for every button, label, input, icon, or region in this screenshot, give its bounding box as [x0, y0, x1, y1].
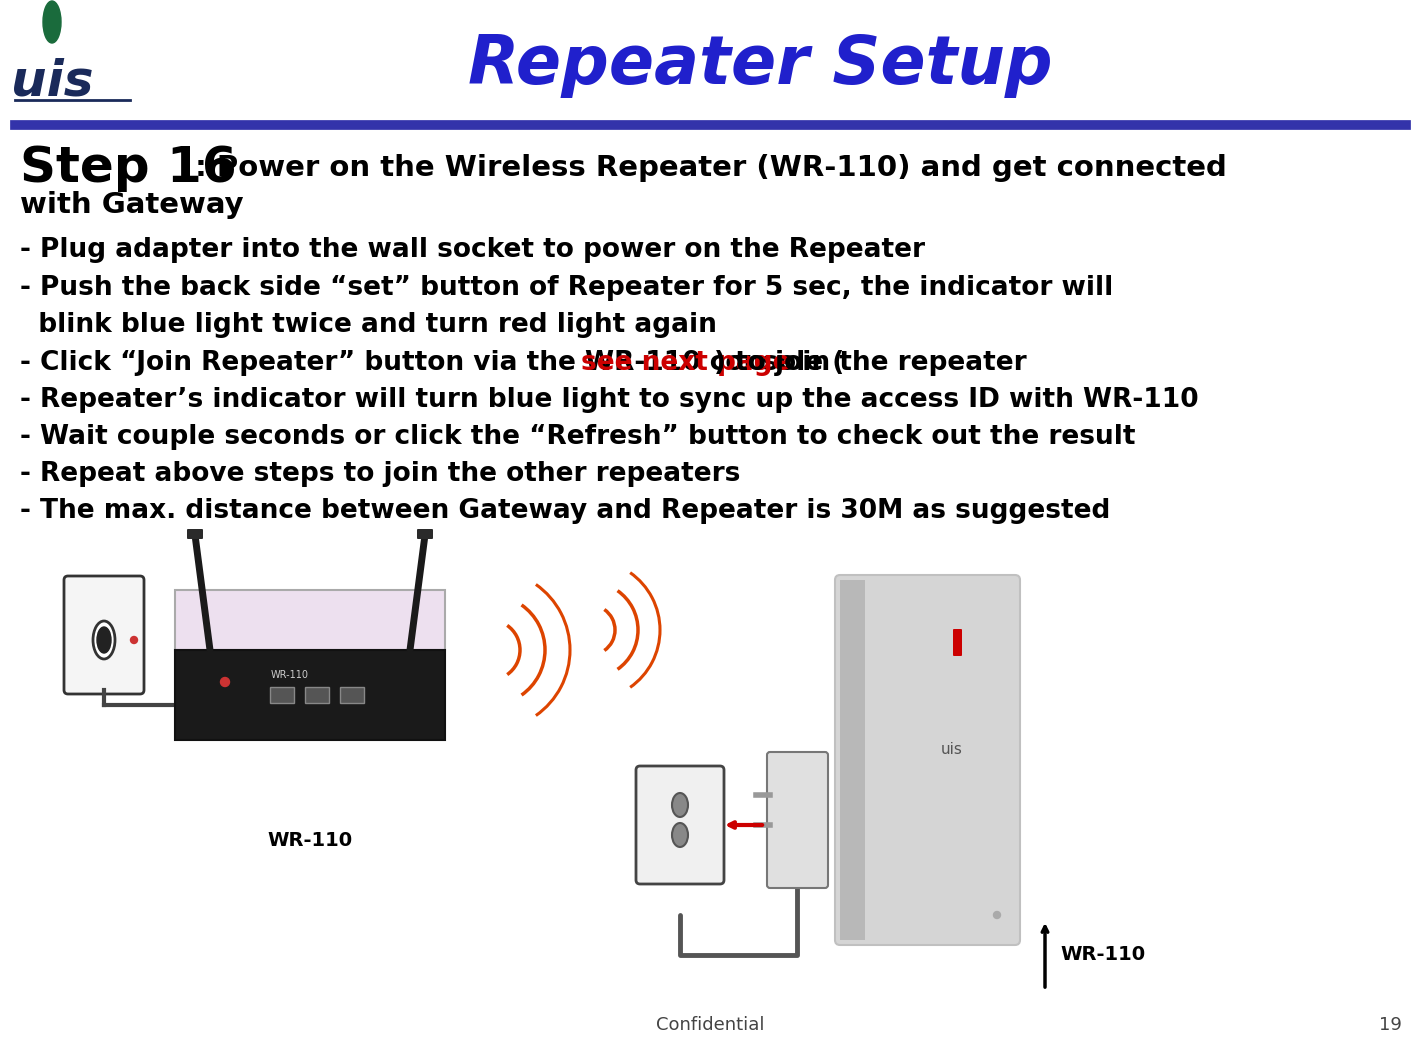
Text: see next page: see next page: [581, 350, 790, 376]
Text: 19: 19: [1378, 1016, 1401, 1034]
Text: ) to join the repeater: ) to join the repeater: [713, 350, 1026, 376]
Text: blink blue light twice and turn red light again: blink blue light twice and turn red ligh…: [20, 312, 716, 338]
Text: with Gateway: with Gateway: [20, 191, 243, 219]
FancyBboxPatch shape: [840, 580, 865, 940]
Ellipse shape: [672, 793, 688, 817]
Text: - The max. distance between Gateway and Repeater is 30M as suggested: - The max. distance between Gateway and …: [20, 498, 1110, 524]
Text: : Power on the Wireless Repeater (WR-110) and get connected: : Power on the Wireless Repeater (WR-110…: [185, 154, 1226, 182]
Ellipse shape: [220, 677, 230, 687]
Text: - Push the back side “set” button of Repeater for 5 sec, the indicator will: - Push the back side “set” button of Rep…: [20, 275, 1113, 301]
Text: uis: uis: [11, 59, 94, 106]
Text: Step 16: Step 16: [20, 144, 237, 192]
FancyBboxPatch shape: [637, 766, 725, 884]
Text: - Repeat above steps to join the other repeaters: - Repeat above steps to join the other r…: [20, 461, 740, 487]
FancyBboxPatch shape: [270, 687, 294, 703]
FancyBboxPatch shape: [953, 629, 962, 656]
FancyBboxPatch shape: [175, 650, 445, 740]
FancyBboxPatch shape: [188, 529, 203, 539]
Text: uis: uis: [941, 743, 963, 758]
FancyBboxPatch shape: [416, 529, 433, 539]
FancyBboxPatch shape: [767, 752, 828, 888]
Text: WR-110: WR-110: [1060, 946, 1145, 965]
FancyBboxPatch shape: [340, 687, 364, 703]
Text: - Wait couple seconds or click the “Refresh” button to check out the result: - Wait couple seconds or click the “Refr…: [20, 424, 1135, 450]
Text: WR-110: WR-110: [271, 670, 308, 680]
Ellipse shape: [672, 823, 688, 847]
Text: - Click “Join Repeater” button via the WR-110 console (: - Click “Join Repeater” button via the W…: [20, 350, 844, 376]
Text: Confidential: Confidential: [655, 1016, 764, 1034]
Text: - Plug adapter into the wall socket to power on the Repeater: - Plug adapter into the wall socket to p…: [20, 237, 925, 263]
FancyBboxPatch shape: [836, 575, 1020, 945]
Ellipse shape: [97, 627, 111, 653]
Ellipse shape: [92, 621, 115, 659]
Text: - Repeater’s indicator will turn blue light to sync up the access ID with WR-110: - Repeater’s indicator will turn blue li…: [20, 387, 1199, 413]
Text: WR-110: WR-110: [267, 831, 352, 850]
FancyBboxPatch shape: [175, 590, 445, 650]
Ellipse shape: [993, 911, 1000, 919]
Text: Repeater Setup: Repeater Setup: [468, 32, 1053, 98]
Ellipse shape: [131, 636, 138, 644]
FancyBboxPatch shape: [64, 576, 144, 694]
Ellipse shape: [43, 1, 61, 43]
FancyBboxPatch shape: [306, 687, 330, 703]
